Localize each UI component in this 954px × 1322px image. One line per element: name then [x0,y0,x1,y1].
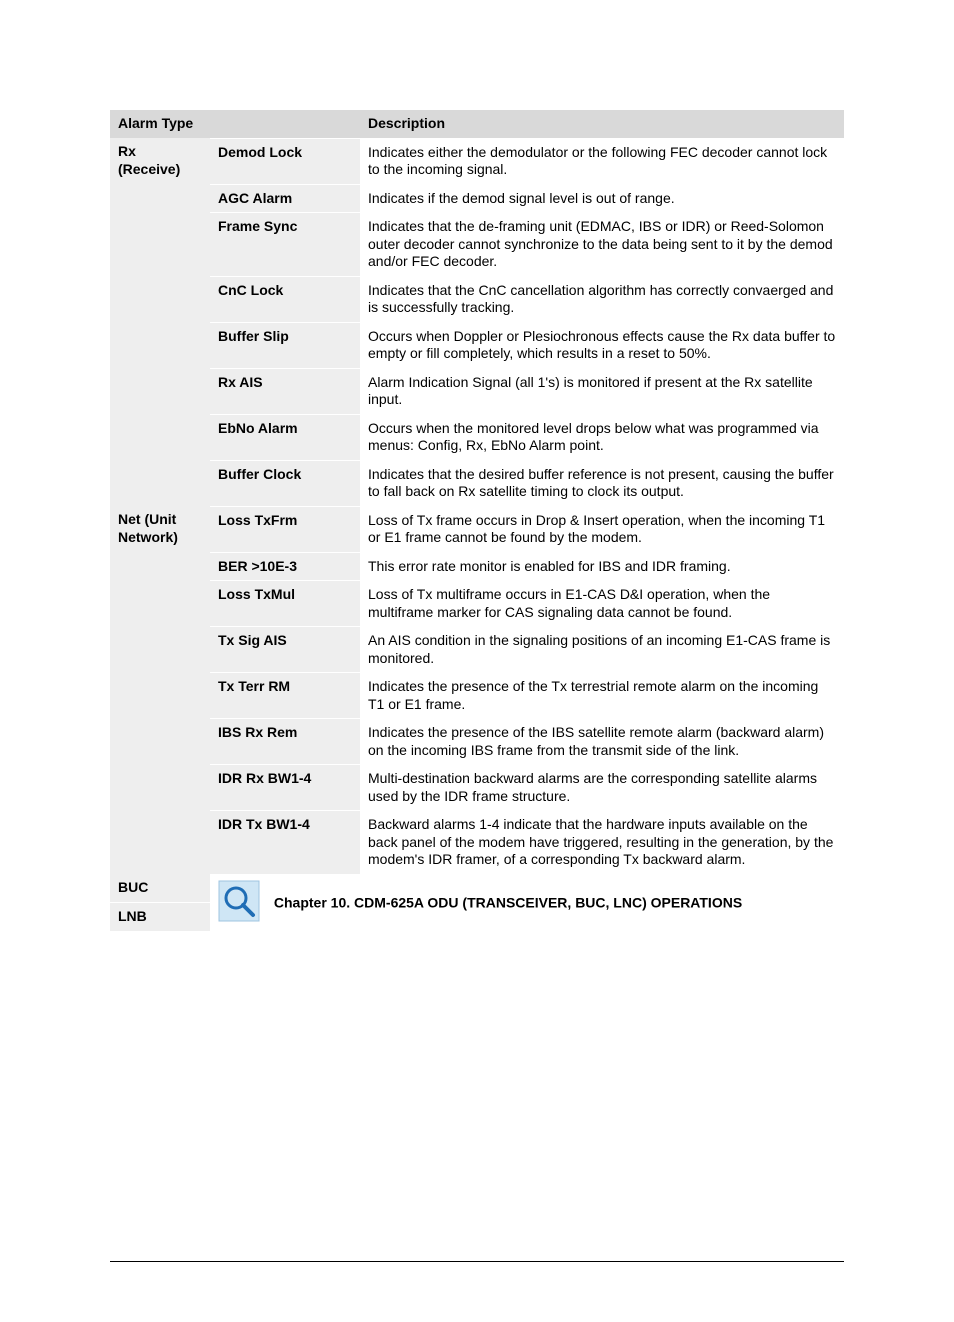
sub-label: IDR Rx BW1-4 [210,765,360,811]
desc-cell: An AIS condition in the signaling positi… [360,627,844,673]
table-row: EbNo Alarm Occurs when the monitored lev… [110,414,844,460]
desc-cell: Multi-destination backward alarms are th… [360,765,844,811]
group-label-rx: Rx (Receive) [110,138,210,506]
sub-label: Demod Lock [210,138,360,184]
header-alarm-type: Alarm Type [110,110,360,138]
sub-label: Buffer Slip [210,322,360,368]
desc-cell: Loss of Tx frame occurs in Drop & Insert… [360,506,844,552]
sub-label: Tx Terr RM [210,673,360,719]
sub-label: Buffer Clock [210,460,360,506]
sub-label: Loss TxFrm [210,506,360,552]
desc-cell: Indicates that the CnC cancellation algo… [360,276,844,322]
desc-cell: Indicates that the de-framing unit (EDMA… [360,213,844,277]
footer-rule [110,1261,844,1262]
desc-cell: This error rate monitor is enabled for I… [360,552,844,581]
desc-cell: Alarm Indication Signal (all 1's) is mon… [360,368,844,414]
sub-label: IDR Tx BW1-4 [210,811,360,875]
sub-label: Loss TxMul [210,581,360,627]
chapter-reference: Chapter 10. CDM-625A ODU (TRANSCEIVER, B… [274,894,742,910]
sub-label: IBS Rx Rem [210,719,360,765]
table-row: Tx Sig AIS An AIS condition in the signa… [110,627,844,673]
desc-cell: Backward alarms 1-4 indicate that the ha… [360,811,844,875]
sub-label: Rx AIS [210,368,360,414]
group-label-lnb: LNB [110,903,210,932]
sub-label: Tx Sig AIS [210,627,360,673]
header-description: Description [360,110,844,138]
table-row: Rx (Receive) Demod Lock Indicates either… [110,138,844,184]
magnifier-icon [218,880,260,927]
table-row: CnC Lock Indicates that the CnC cancella… [110,276,844,322]
group-label-buc: BUC [110,874,210,903]
desc-cell: Indicates the presence of the IBS satell… [360,719,844,765]
table-row: Frame Sync Indicates that the de-framing… [110,213,844,277]
desc-cell: Occurs when the monitored level drops be… [360,414,844,460]
desc-cell: Indicates if the demod signal level is o… [360,184,844,213]
desc-cell: Occurs when Doppler or Plesiochronous ef… [360,322,844,368]
desc-cell: Indicates the presence of the Tx terrest… [360,673,844,719]
sub-label: BER >10E-3 [210,552,360,581]
sub-label: CnC Lock [210,276,360,322]
table-row: AGC Alarm Indicates if the demod signal … [110,184,844,213]
table-row: Buffer Clock Indicates that the desired … [110,460,844,506]
table-row: Tx Terr RM Indicates the presence of the… [110,673,844,719]
desc-cell: Loss of Tx multiframe occurs in E1-CAS D… [360,581,844,627]
table-row: IDR Rx BW1-4 Multi-destination backward … [110,765,844,811]
alarm-table: Alarm Type Description Rx (Receive) Demo… [110,110,844,931]
table-row: Buffer Slip Occurs when Doppler or Plesi… [110,322,844,368]
table-row: BER >10E-3 This error rate monitor is en… [110,552,844,581]
group-label-net: Net (Unit Network) [110,506,210,874]
table-row-buc: BUC Chapter 10. CDM-625A ODU (TRANSCEIVE… [110,874,844,903]
table-row: Net (Unit Network) Loss TxFrm Loss of Tx… [110,506,844,552]
sub-label: Frame Sync [210,213,360,277]
table-row: Rx AIS Alarm Indication Signal (all 1's)… [110,368,844,414]
sub-label: EbNo Alarm [210,414,360,460]
table-row: IBS Rx Rem Indicates the presence of the… [110,719,844,765]
desc-cell: Indicates either the demodulator or the … [360,138,844,184]
table-row: IDR Tx BW1-4 Backward alarms 1-4 indicat… [110,811,844,875]
desc-cell: Indicates that the desired buffer refere… [360,460,844,506]
sub-label: AGC Alarm [210,184,360,213]
table-row: Loss TxMul Loss of Tx multiframe occurs … [110,581,844,627]
